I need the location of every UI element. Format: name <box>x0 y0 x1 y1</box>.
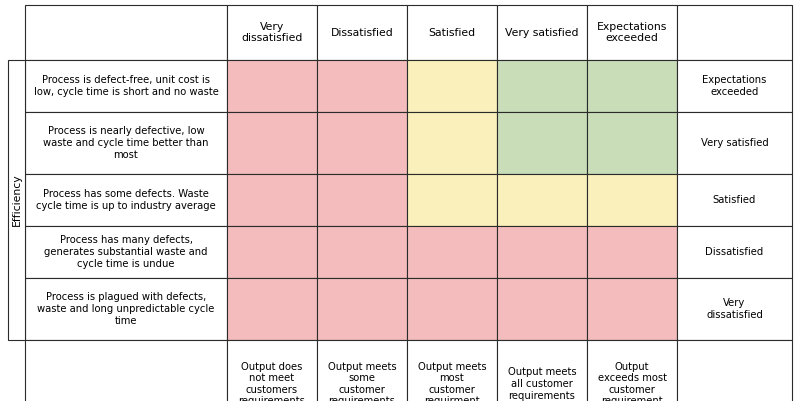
Bar <box>25 5 227 60</box>
Text: Process has some defects. Waste
cycle time is up to industry average: Process has some defects. Waste cycle ti… <box>36 189 216 211</box>
Bar <box>317 226 407 278</box>
Bar <box>677 226 792 278</box>
Bar <box>497 60 587 112</box>
Bar <box>227 112 317 174</box>
Bar <box>497 278 587 340</box>
Text: Very
dissatisfied: Very dissatisfied <box>242 22 302 43</box>
Bar <box>227 5 317 60</box>
Text: Output
exceeds most
customer
requirement: Output exceeds most customer requirement <box>598 362 666 401</box>
Bar <box>407 112 497 174</box>
Bar <box>407 278 497 340</box>
Bar <box>317 174 407 226</box>
Text: Process is defect-free, unit cost is
low, cycle time is short and no waste: Process is defect-free, unit cost is low… <box>34 75 218 97</box>
Bar <box>497 5 587 60</box>
Bar <box>227 60 317 112</box>
Text: Output does
not meet
customers
requirements: Output does not meet customers requireme… <box>238 362 306 401</box>
Bar <box>587 5 677 60</box>
Bar <box>587 112 677 174</box>
Text: Satisfied: Satisfied <box>713 195 756 205</box>
Text: Process is plagued with defects,
waste and long unpredictable cycle
time: Process is plagued with defects, waste a… <box>38 292 214 326</box>
Bar <box>25 226 227 278</box>
Bar <box>317 278 407 340</box>
Bar <box>587 174 677 226</box>
Bar <box>317 112 407 174</box>
Bar <box>677 5 792 60</box>
Bar <box>407 226 497 278</box>
Text: Satisfied: Satisfied <box>429 28 475 38</box>
Bar <box>407 340 497 401</box>
Bar <box>317 5 407 60</box>
Text: Output meets
all customer
requirements: Output meets all customer requirements <box>508 367 576 401</box>
Bar <box>407 60 497 112</box>
Bar <box>587 340 677 401</box>
Text: Output meets
most
customer
requirment: Output meets most customer requirment <box>418 362 486 401</box>
Bar <box>317 60 407 112</box>
Bar <box>25 60 227 112</box>
Bar <box>227 340 317 401</box>
Bar <box>407 174 497 226</box>
Bar <box>25 340 227 401</box>
Bar <box>227 226 317 278</box>
Text: Very
dissatisfied: Very dissatisfied <box>706 298 763 320</box>
Bar <box>8 60 25 340</box>
Bar <box>25 112 227 174</box>
Text: Dissatisfied: Dissatisfied <box>706 247 764 257</box>
Bar <box>587 226 677 278</box>
Text: Very satisfied: Very satisfied <box>701 138 768 148</box>
Bar <box>317 340 407 401</box>
Bar <box>407 5 497 60</box>
Bar <box>497 174 587 226</box>
Bar <box>227 278 317 340</box>
Text: Process has many defects,
generates substantial waste and
cycle time is undue: Process has many defects, generates subs… <box>44 235 208 269</box>
Text: Process is nearly defective, low
waste and cycle time better than
most: Process is nearly defective, low waste a… <box>43 126 209 160</box>
Bar <box>587 278 677 340</box>
Text: Efficiency: Efficiency <box>11 174 22 226</box>
Text: Output meets
some
customer
requirements: Output meets some customer requirements <box>328 362 396 401</box>
Bar <box>497 112 587 174</box>
Bar <box>677 340 792 401</box>
Text: Dissatisfied: Dissatisfied <box>330 28 394 38</box>
Bar <box>227 174 317 226</box>
Text: Very satisfied: Very satisfied <box>506 28 578 38</box>
Bar <box>497 226 587 278</box>
Text: Expectations
exceeded: Expectations exceeded <box>702 75 766 97</box>
Bar <box>25 174 227 226</box>
Bar <box>677 112 792 174</box>
Bar <box>497 340 587 401</box>
Bar <box>677 278 792 340</box>
Text: Expectations
exceeded: Expectations exceeded <box>597 22 667 43</box>
Bar <box>677 60 792 112</box>
Bar <box>25 278 227 340</box>
Bar <box>677 174 792 226</box>
Bar <box>587 60 677 112</box>
